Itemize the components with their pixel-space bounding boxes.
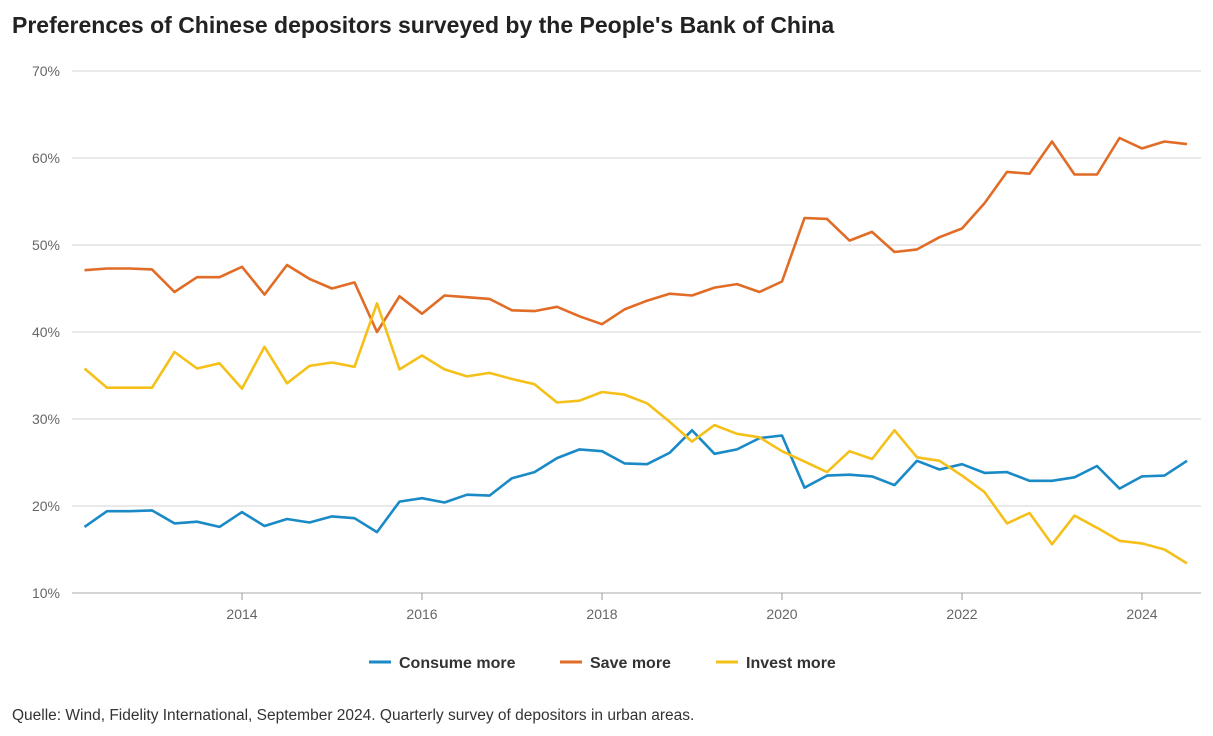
x-tick-label: 2016 — [406, 606, 437, 622]
y-tick-label: 40% — [32, 324, 60, 340]
y-tick-label: 10% — [32, 585, 60, 601]
chart-title: Preferences of Chinese depositors survey… — [12, 12, 835, 38]
x-tick-label: 2018 — [586, 606, 617, 622]
chart-source-note: Quelle: Wind, Fidelity International, Se… — [12, 707, 695, 724]
x-tick-label: 2020 — [766, 606, 797, 622]
y-tick-label: 20% — [32, 498, 60, 514]
y-tick-label: 30% — [32, 411, 60, 427]
series-line-invest-more — [83, 301, 1188, 565]
x-tick-label: 2014 — [226, 606, 257, 622]
legend-label: Invest more — [746, 655, 836, 672]
series-line-save-more — [84, 136, 1188, 334]
x-tick-label: 2024 — [1126, 606, 1157, 622]
y-tick-label: 70% — [32, 63, 60, 79]
y-tick-label: 50% — [32, 237, 60, 253]
legend-label: Consume more — [399, 655, 516, 672]
y-tick-label: 60% — [32, 150, 60, 166]
legend-label: Save more — [590, 655, 671, 672]
series-line-consume-more — [83, 428, 1188, 534]
x-tick-label: 2022 — [946, 606, 977, 622]
